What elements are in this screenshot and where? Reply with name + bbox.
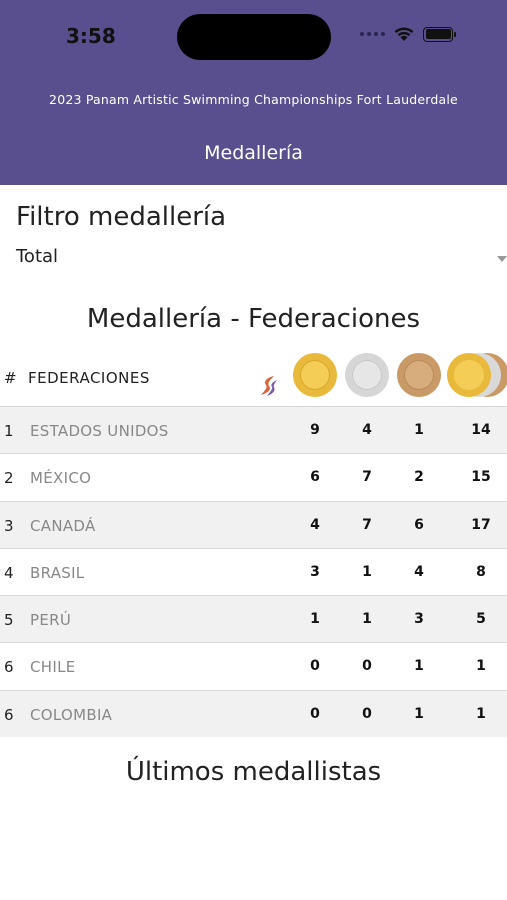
total-medals-icon bbox=[447, 353, 507, 397]
latest-medalists-heading: Últimos medallistas bbox=[125, 757, 382, 787]
row-silver: 7 bbox=[362, 469, 372, 486]
row-silver: 1 bbox=[362, 563, 372, 580]
row-bronze: 3 bbox=[414, 611, 424, 628]
row-gold: 1 bbox=[310, 611, 320, 628]
wifi-icon bbox=[394, 27, 414, 41]
row-gold: 9 bbox=[310, 422, 320, 438]
row-rank: 3 bbox=[4, 516, 14, 535]
row-total: 1 bbox=[476, 705, 486, 722]
row-bronze: 4 bbox=[414, 563, 424, 580]
row-bronze: 1 bbox=[414, 422, 424, 438]
row-federation: COLOMBIA bbox=[30, 705, 113, 724]
table-row[interactable]: 3 CANADÁ 4 7 6 17 bbox=[0, 500, 507, 548]
table-row[interactable]: 2 MÉXICO 6 7 2 15 bbox=[0, 453, 507, 500]
brand-logo-icon bbox=[261, 376, 277, 396]
gold-medal-icon bbox=[293, 353, 337, 397]
row-gold: 0 bbox=[310, 658, 320, 675]
row-rank: 4 bbox=[4, 563, 14, 582]
row-total: 17 bbox=[471, 516, 491, 533]
app-title: 2023 Panam Artistic Swimming Championshi… bbox=[49, 92, 458, 107]
row-federation: CHILE bbox=[30, 658, 76, 677]
row-gold: 6 bbox=[310, 469, 320, 486]
medal-table-body: 1 ESTADOS UNIDOS 9 4 1 14 2 MÉXICO 6 7 2… bbox=[0, 406, 507, 738]
dropdown-arrow-icon bbox=[497, 256, 507, 262]
row-total: 8 bbox=[476, 563, 486, 580]
row-gold: 3 bbox=[310, 563, 320, 580]
silver-medal-icon bbox=[345, 353, 389, 397]
row-total: 15 bbox=[471, 469, 491, 486]
row-silver: 4 bbox=[362, 422, 372, 438]
table-row[interactable]: 6 CHILE 0 0 1 1 bbox=[0, 642, 507, 689]
table-row[interactable]: 1 ESTADOS UNIDOS 9 4 1 14 bbox=[0, 406, 507, 454]
medal-table-heading: Medallería - Federaciones bbox=[86, 304, 421, 334]
medal-table-header: # FEDERACIONES bbox=[0, 350, 507, 406]
row-bronze: 1 bbox=[414, 658, 424, 675]
row-bronze: 6 bbox=[414, 516, 424, 533]
row-federation: ESTADOS UNIDOS bbox=[30, 422, 169, 440]
status-time: 3:58 bbox=[66, 24, 116, 48]
row-gold: 0 bbox=[310, 705, 320, 722]
bronze-medal-icon bbox=[397, 353, 441, 397]
row-rank: 2 bbox=[4, 469, 14, 488]
row-total: 1 bbox=[476, 658, 486, 675]
filter-selected-value: Total bbox=[16, 246, 59, 267]
filter-heading: Filtro medallería bbox=[16, 202, 227, 232]
battery-icon bbox=[423, 26, 456, 42]
row-federation: MÉXICO bbox=[30, 469, 92, 488]
row-bronze: 2 bbox=[414, 469, 424, 486]
row-silver: 7 bbox=[362, 516, 372, 533]
row-total: 5 bbox=[476, 611, 486, 628]
row-silver: 0 bbox=[362, 658, 372, 675]
row-silver: 0 bbox=[362, 705, 372, 722]
row-gold: 4 bbox=[310, 516, 320, 533]
table-row[interactable]: 6 COLOMBIA 0 0 1 1 bbox=[0, 689, 507, 738]
medal-filter-select[interactable]: Total bbox=[16, 246, 507, 274]
table-row[interactable]: 4 BRASIL 3 1 4 8 bbox=[0, 547, 507, 595]
table-row[interactable]: 5 PERÚ 1 1 3 5 bbox=[0, 595, 507, 643]
row-rank: 6 bbox=[4, 658, 14, 677]
row-rank: 6 bbox=[4, 705, 14, 724]
signal-icon bbox=[360, 32, 385, 36]
status-icons bbox=[360, 26, 456, 42]
federation-column-header: FEDERACIONES bbox=[28, 369, 150, 387]
row-bronze: 1 bbox=[414, 705, 424, 722]
row-federation: BRASIL bbox=[30, 563, 85, 582]
row-federation: PERÚ bbox=[30, 611, 72, 630]
row-federation: CANADÁ bbox=[30, 516, 96, 535]
app-header: 3:58 2023 Panam Artistic Swimming Champi… bbox=[0, 0, 507, 185]
page-title: Medallería bbox=[204, 142, 303, 164]
row-silver: 1 bbox=[362, 611, 372, 628]
row-rank: 1 bbox=[4, 422, 14, 440]
dynamic-island bbox=[177, 14, 331, 60]
row-rank: 5 bbox=[4, 611, 14, 630]
row-total: 14 bbox=[471, 422, 491, 438]
rank-column-header: # bbox=[4, 369, 17, 387]
